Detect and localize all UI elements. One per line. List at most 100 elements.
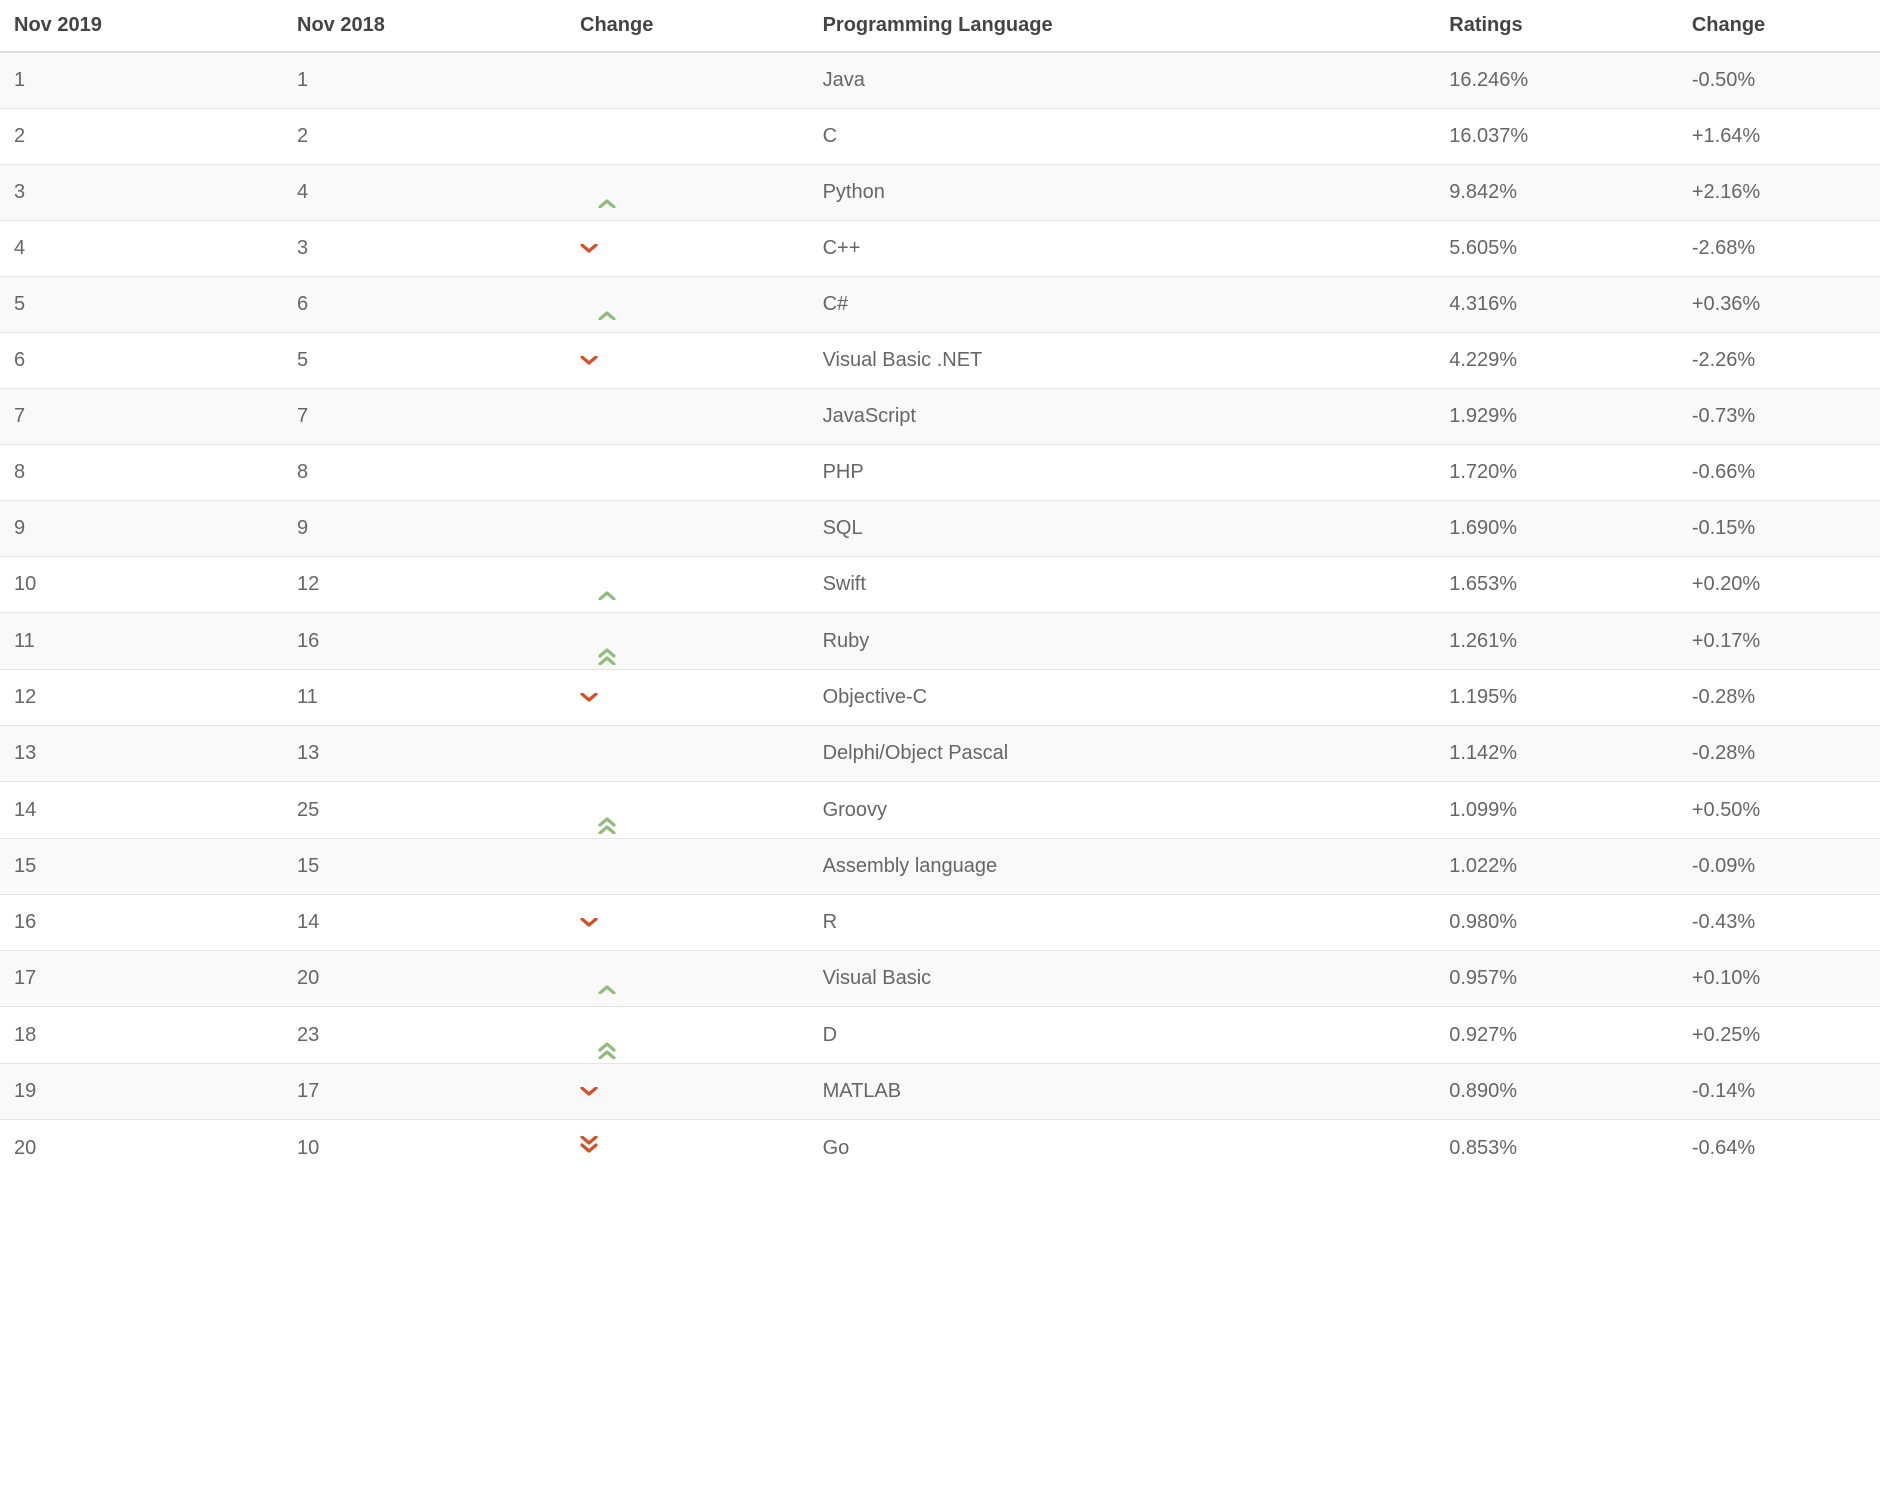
cell-change: -0.64%	[1678, 1120, 1880, 1177]
cell-ratings: 5.605%	[1435, 221, 1678, 277]
cell-language: SQL	[809, 501, 1436, 557]
cell-change: -0.28%	[1678, 726, 1880, 782]
cell-change-icon	[566, 951, 809, 1007]
cell-nov2019: 9	[0, 501, 283, 557]
cell-nov2019: 20	[0, 1120, 283, 1177]
col-header-change-icon: Change	[566, 0, 809, 52]
cell-nov2018: 16	[283, 613, 566, 670]
cell-nov2019: 6	[0, 333, 283, 389]
table-row: 43C++5.605%-2.68%	[0, 221, 1880, 277]
cell-change-icon	[566, 670, 809, 726]
cell-language: PHP	[809, 445, 1436, 501]
cell-change-icon	[566, 1007, 809, 1064]
table-row: 34Python9.842%+2.16%	[0, 165, 1880, 221]
cell-language: Objective-C	[809, 670, 1436, 726]
cell-nov2018: 7	[283, 389, 566, 445]
cell-change-icon	[566, 557, 809, 613]
cell-change-icon	[566, 613, 809, 670]
chevron-down-icon	[580, 1087, 598, 1097]
cell-ratings: 0.853%	[1435, 1120, 1678, 1177]
cell-language: Visual Basic .NET	[809, 333, 1436, 389]
cell-change: -0.14%	[1678, 1064, 1880, 1120]
cell-nov2018: 13	[283, 726, 566, 782]
cell-nov2019: 13	[0, 726, 283, 782]
table-header-row: Nov 2019 Nov 2018 Change Programming Lan…	[0, 0, 1880, 52]
cell-change: +0.17%	[1678, 613, 1880, 670]
cell-ratings: 0.927%	[1435, 1007, 1678, 1064]
cell-nov2018: 20	[283, 951, 566, 1007]
cell-language: R	[809, 895, 1436, 951]
cell-ratings: 4.229%	[1435, 333, 1678, 389]
cell-ratings: 1.022%	[1435, 839, 1678, 895]
cell-nov2019: 5	[0, 277, 283, 333]
cell-nov2019: 14	[0, 782, 283, 839]
cell-nov2019: 18	[0, 1007, 283, 1064]
cell-change-icon	[566, 782, 809, 839]
cell-change: -0.66%	[1678, 445, 1880, 501]
cell-change-icon	[566, 839, 809, 895]
table-row: 1515Assembly language1.022%-0.09%	[0, 839, 1880, 895]
cell-language: MATLAB	[809, 1064, 1436, 1120]
cell-language: D	[809, 1007, 1436, 1064]
cell-language: Delphi/Object Pascal	[809, 726, 1436, 782]
chevron-down-icon	[580, 693, 598, 703]
cell-nov2019: 19	[0, 1064, 283, 1120]
cell-change: +0.10%	[1678, 951, 1880, 1007]
chevron-up-icon	[580, 188, 598, 198]
double-chevron-up-icon	[580, 798, 598, 816]
cell-nov2018: 3	[283, 221, 566, 277]
cell-ratings: 1.099%	[1435, 782, 1678, 839]
table-row: 1614R0.980%-0.43%	[0, 895, 1880, 951]
cell-nov2019: 8	[0, 445, 283, 501]
cell-change: -0.28%	[1678, 670, 1880, 726]
chevron-up-icon	[580, 580, 598, 590]
cell-change: -0.43%	[1678, 895, 1880, 951]
cell-ratings: 1.261%	[1435, 613, 1678, 670]
cell-change: +0.25%	[1678, 1007, 1880, 1064]
cell-language: Go	[809, 1120, 1436, 1177]
cell-ratings: 0.957%	[1435, 951, 1678, 1007]
cell-nov2018: 17	[283, 1064, 566, 1120]
cell-nov2018: 1	[283, 52, 566, 109]
cell-change-icon	[566, 333, 809, 389]
cell-change: +2.16%	[1678, 165, 1880, 221]
cell-language: Ruby	[809, 613, 1436, 670]
cell-change-icon	[566, 221, 809, 277]
cell-change-icon	[566, 277, 809, 333]
cell-nov2018: 15	[283, 839, 566, 895]
cell-change: +0.50%	[1678, 782, 1880, 839]
cell-nov2019: 1	[0, 52, 283, 109]
cell-nov2018: 10	[283, 1120, 566, 1177]
chevron-down-icon	[580, 244, 598, 254]
cell-change: +0.20%	[1678, 557, 1880, 613]
cell-change-icon	[566, 895, 809, 951]
cell-nov2018: 8	[283, 445, 566, 501]
col-header-language: Programming Language	[809, 0, 1436, 52]
cell-nov2018: 14	[283, 895, 566, 951]
cell-ratings: 1.690%	[1435, 501, 1678, 557]
cell-ratings: 1.929%	[1435, 389, 1678, 445]
table-row: 65 Visual Basic .NET4.229%-2.26%	[0, 333, 1880, 389]
table-row: 11Java16.246%-0.50%	[0, 52, 1880, 109]
cell-nov2019: 7	[0, 389, 283, 445]
cell-nov2019: 15	[0, 839, 283, 895]
cell-change: -2.26%	[1678, 333, 1880, 389]
cell-nov2018: 5	[283, 333, 566, 389]
cell-language: C++	[809, 221, 1436, 277]
col-header-nov2019: Nov 2019	[0, 0, 283, 52]
cell-ratings: 4.316%	[1435, 277, 1678, 333]
cell-change: -0.09%	[1678, 839, 1880, 895]
cell-change-icon	[566, 389, 809, 445]
table-body: 11Java16.246%-0.50%22C16.037%+1.64%34Pyt…	[0, 52, 1880, 1176]
cell-change: -0.15%	[1678, 501, 1880, 557]
cell-nov2018: 9	[283, 501, 566, 557]
cell-change: -0.50%	[1678, 52, 1880, 109]
table-row: 22C16.037%+1.64%	[0, 109, 1880, 165]
cell-change-icon	[566, 726, 809, 782]
cell-ratings: 0.890%	[1435, 1064, 1678, 1120]
cell-language: Groovy	[809, 782, 1436, 839]
cell-ratings: 0.980%	[1435, 895, 1678, 951]
cell-ratings: 1.653%	[1435, 557, 1678, 613]
chevron-down-icon	[580, 356, 598, 366]
cell-ratings: 16.246%	[1435, 52, 1678, 109]
